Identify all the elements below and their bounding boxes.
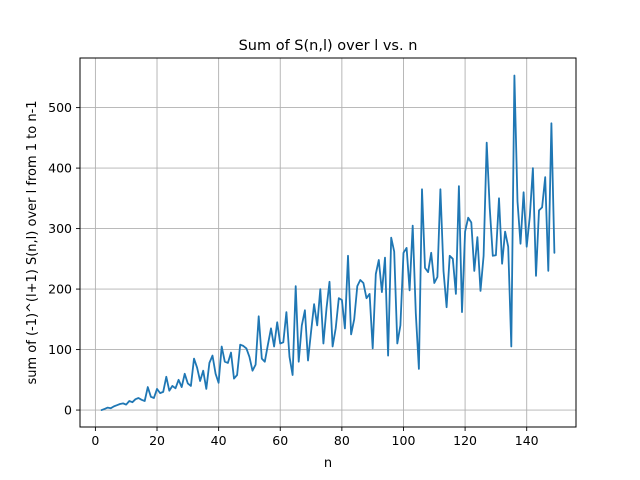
y-tick-label: 100 [48, 342, 72, 357]
series-layer [100, 74, 556, 412]
axis-ticks: 0 20 40 60 80 100 120 140 0 100 200 300 400 500 [48, 100, 539, 448]
series-line [100, 74, 556, 412]
x-tick-label: 20 [149, 433, 165, 448]
x-tick-label: 120 [453, 433, 477, 448]
chart-title: Sum of S(n,l) over l vs. n [239, 38, 418, 54]
y-tick-label: 400 [48, 161, 72, 176]
x-tick-label: 140 [515, 433, 539, 448]
x-tick-label: 0 [91, 433, 99, 448]
x-tick-label: 100 [392, 433, 416, 448]
y-tick-label: 500 [48, 100, 72, 115]
x-tick-label: 40 [211, 433, 227, 448]
x-tick-label: 60 [272, 433, 288, 448]
y-tick-label: 200 [48, 282, 72, 297]
y-axis-label: sum of (-1)^(l+1) S(n,l) over l from 1 t… [25, 100, 40, 384]
y-tick-label: 0 [64, 403, 72, 418]
y-tick-label: 300 [48, 221, 72, 236]
x-tick-label: 80 [334, 433, 350, 448]
x-axis-label: n [324, 456, 332, 471]
plot-frame [79, 57, 577, 428]
grid-lines [80, 58, 576, 427]
